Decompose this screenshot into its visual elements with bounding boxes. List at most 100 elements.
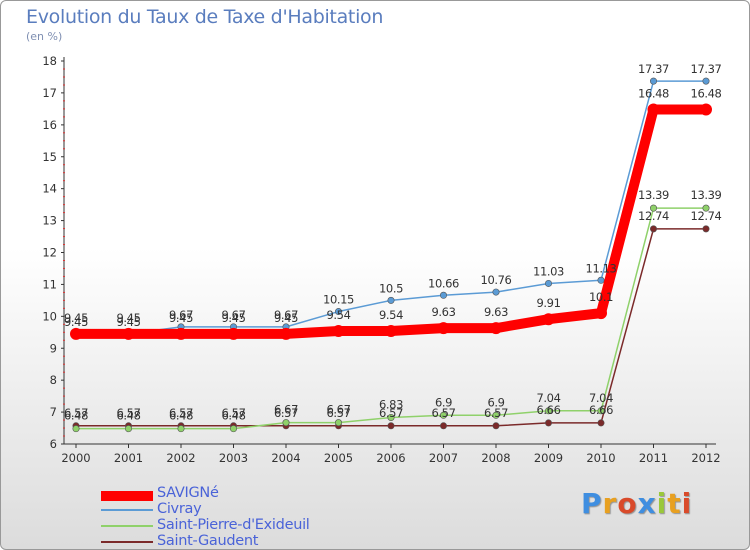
data-point: [542, 313, 555, 326]
data-label: 6.57: [379, 406, 403, 420]
data-label: 6.9: [435, 395, 452, 409]
data-label: 6.48: [221, 409, 245, 423]
x-tick-label: 2012: [691, 451, 720, 465]
legend-label-civray: Civray: [157, 501, 202, 517]
data-label: 6.57: [64, 406, 88, 420]
data-label: 6.48: [169, 409, 193, 423]
x-tick-label: 2003: [219, 451, 248, 465]
data-label: 6.57: [274, 406, 298, 420]
logo-letter: i: [681, 487, 693, 520]
logo-letter: t: [667, 487, 682, 520]
data-label: 6.57: [116, 406, 140, 420]
x-tick-label: 2004: [271, 451, 300, 465]
data-label: 6.57: [221, 406, 245, 420]
logo-letter: P: [581, 487, 603, 520]
data-point: [177, 425, 185, 433]
x-tick-label: 2011: [639, 451, 668, 465]
data-point: [334, 308, 342, 316]
data-label: 7.04: [589, 391, 613, 405]
y-tick-label: 9: [50, 341, 57, 355]
data-point: [595, 307, 607, 320]
data-point: [72, 425, 80, 433]
logo-letter: o: [617, 487, 638, 520]
y-tick-label: 15: [42, 150, 57, 164]
x-tick-label: 2007: [429, 451, 458, 465]
data-point: [597, 407, 605, 415]
data-label: 9.45: [274, 311, 298, 325]
data-point: [649, 225, 657, 233]
data-point: [492, 411, 500, 419]
logo-letter: r: [602, 487, 618, 520]
x-tick-label: 2000: [61, 451, 90, 465]
data-label: 9.54: [326, 308, 350, 322]
data-label: 6.66: [536, 403, 560, 417]
data-point: [544, 419, 552, 427]
y-tick-label: 10: [42, 309, 57, 323]
data-label: 9.67: [274, 308, 298, 322]
data-label: 9.45: [64, 311, 88, 325]
data-label: 10.5: [379, 281, 403, 295]
data-point: [125, 425, 133, 433]
data-point: [597, 276, 605, 284]
logo-letter: x: [637, 487, 657, 520]
data-point: [280, 327, 292, 340]
chart-title: Evolution du Taux de Taxe d'Habitation: [26, 6, 384, 28]
y-tick-label: 13: [42, 214, 57, 228]
x-tick-label: 2010: [586, 451, 615, 465]
data-label: 9.45: [116, 315, 140, 329]
data-point: [227, 327, 240, 340]
data-label: 9.54: [379, 308, 403, 322]
data-label: 11.03: [533, 264, 564, 278]
legend-label-saint-pierre: Saint-Pierre-d'Exideuil: [157, 517, 310, 533]
data-point: [230, 425, 238, 433]
data-point: [544, 407, 552, 415]
legend-swatch-savigne: [101, 491, 153, 501]
data-label: 12.74: [691, 209, 722, 223]
data-point: [387, 296, 395, 304]
data-label: 10.76: [481, 273, 512, 287]
data-label: 9.91: [536, 296, 560, 310]
logo-letter: i: [656, 487, 668, 520]
data-label: 6.66: [589, 403, 613, 417]
data-label: 10.1: [589, 290, 613, 304]
data-label: 7.04: [536, 391, 560, 405]
data-point: [702, 225, 710, 233]
data-label: 11.13: [586, 261, 617, 275]
y-tick-label: 18: [42, 54, 57, 68]
data-label: 6.48: [116, 409, 140, 423]
data-label: 9.45: [64, 315, 88, 329]
data-point: [332, 325, 345, 338]
data-label: 16.48: [691, 87, 722, 101]
data-label: 17.37: [638, 62, 669, 76]
data-label: 9.45: [116, 311, 140, 325]
legend-swatch-saint-pierre: [101, 525, 153, 527]
data-label: 6.48: [64, 409, 88, 423]
y-tick-label: 11: [42, 277, 57, 291]
data-label: 6.57: [484, 406, 508, 420]
data-point: [385, 325, 397, 338]
y-tick-label: 8: [50, 373, 57, 387]
data-point: [175, 327, 187, 340]
data-point: [649, 204, 657, 212]
x-tick-label: 2008: [481, 451, 510, 465]
data-label: 13.39: [691, 188, 722, 202]
data-point: [437, 322, 450, 335]
data-label: 9.67: [169, 308, 193, 322]
data-label: 6.67: [326, 403, 350, 417]
data-point: [387, 414, 395, 422]
data-point: [700, 103, 712, 116]
data-point: [492, 288, 500, 296]
y-tick-label: 7: [50, 405, 57, 419]
x-tick-label: 2002: [166, 451, 195, 465]
legend-swatch-saint-gaudent: [101, 541, 153, 543]
data-label: 10.15: [323, 293, 354, 307]
data-point: [649, 77, 657, 85]
data-label: 13.39: [638, 188, 669, 202]
data-point: [492, 422, 500, 430]
x-tick-label: 2001: [114, 451, 143, 465]
data-point: [439, 411, 447, 419]
data-point: [282, 419, 290, 427]
data-point: [702, 204, 710, 212]
